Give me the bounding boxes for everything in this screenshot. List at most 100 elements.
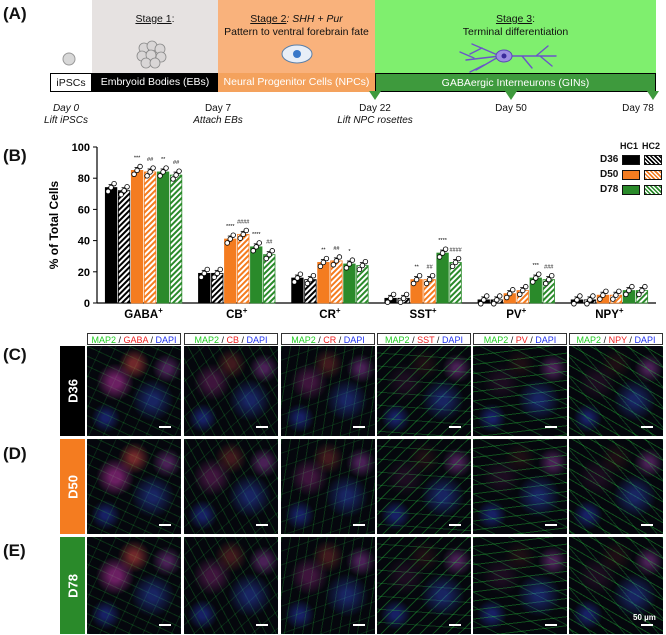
header-sep1: / [315,335,324,345]
header-marker_b: CR [323,335,337,345]
header-marker_c: DAPI [246,335,268,345]
micrograph-d50-sst [377,439,471,534]
day78-label: Day 78 [622,103,654,114]
header-sep2: / [527,335,536,345]
data-point [387,295,394,302]
data-point [304,280,311,287]
data-point [310,272,317,279]
category-label-cr: CR+ [319,306,341,321]
timeline-npc: Neural Progenitor Cells (NPCs) [218,73,375,92]
data-point [442,246,449,252]
header-sep2: / [336,335,344,345]
significance-label: **** [438,238,447,244]
scale-bar [353,426,365,428]
data-point [533,275,539,281]
data-point [336,254,343,260]
data-point [317,263,324,270]
data-point [176,168,182,174]
data-point [597,296,603,302]
significance-label: **** [252,232,261,238]
scale-bar [353,624,365,626]
header-marker_a: MAP2 [291,335,316,345]
micrograph-header-5: MAP2 / NPY / DAPI [569,333,663,345]
data-point [297,271,304,277]
header-marker_a: MAP2 [576,335,602,345]
header-marker_a: MAP2 [194,335,219,345]
header-marker_b: GABA [123,335,148,345]
data-point [481,297,487,303]
significance-label: *** [134,155,141,161]
category-label-npy: NPY+ [595,306,624,321]
stage1-title: Stage 1: [135,13,175,25]
data-point [517,291,523,298]
micrograph-d50-cr [281,439,375,534]
data-point [616,288,622,294]
header-marker_c: DAPI [155,335,177,345]
legend-d36: D36 [600,154,619,165]
data-point [320,259,327,266]
data-point [449,263,456,270]
category-label-cb: CB+ [226,306,248,321]
data-point [294,275,301,281]
data-point [343,265,350,271]
scale-bar-label: 50 µm [633,613,656,622]
micrograph-d78-sst [377,537,471,634]
panel-label-c: (C) [3,345,27,364]
y-tick-label: 60 [78,204,90,216]
bar-cb-hc2-d50 [237,233,250,304]
micrograph-header-4: MAP2 / PV / DAPI [473,333,567,345]
significance-label: *** [533,263,540,269]
data-point [349,257,356,263]
embryoid-body-icon [136,40,167,69]
data-point [574,297,580,303]
data-point [173,172,179,178]
header-marker_a: MAP2 [91,335,116,345]
chart-legend: HC1 HC2 D36 D50 D78 [600,141,666,211]
stage2-title: Stage 2: SHH + Pur Pattern to ventral fo… [224,13,369,38]
header-marker_b: NPY [608,335,627,345]
scale-bar [159,624,171,626]
row-label-0: D36 [60,346,85,436]
bar-gaba-hc2-d50 [143,171,157,304]
micrograph-d50-npy [569,439,663,534]
data-point [571,301,577,307]
micrograph-d36-gaba [87,346,181,436]
scale-bar [353,524,365,526]
data-point [507,290,513,297]
legend-swatch-hc1-d78 [622,185,640,195]
data-point [429,272,436,279]
significance-label: **** [226,224,235,230]
data-point [520,287,526,294]
data-point [227,236,233,242]
category-label-pv: PV+ [506,306,526,321]
scale-bar [256,426,268,428]
data-point [478,301,484,307]
header-marker_b: CB [226,335,239,345]
data-point [397,299,404,305]
legend-swatch-hc2-d36 [644,155,662,165]
micrograph-header-1: MAP2 / CB / DAPI [184,333,278,345]
significance-label: ## [173,160,180,166]
data-point [170,176,176,182]
day78-marker [647,91,659,100]
data-point [266,251,272,258]
data-point [610,296,616,302]
data-point [413,276,420,283]
data-point [452,259,459,266]
significance-label: #### [449,248,462,254]
significance-label: ** [161,157,166,163]
data-point [587,297,593,303]
legend-d78: D78 [600,184,619,195]
day22-marker [369,91,381,100]
header-sep2: / [239,335,247,345]
y-tick-label: 100 [72,142,90,154]
data-point [530,279,536,285]
day50-marker [505,91,517,100]
data-point [623,291,629,298]
data-point [455,255,462,262]
data-point [111,180,117,187]
micrograph-d78-cr [281,537,375,634]
data-point [590,293,596,299]
legend-d50: D50 [600,169,619,180]
